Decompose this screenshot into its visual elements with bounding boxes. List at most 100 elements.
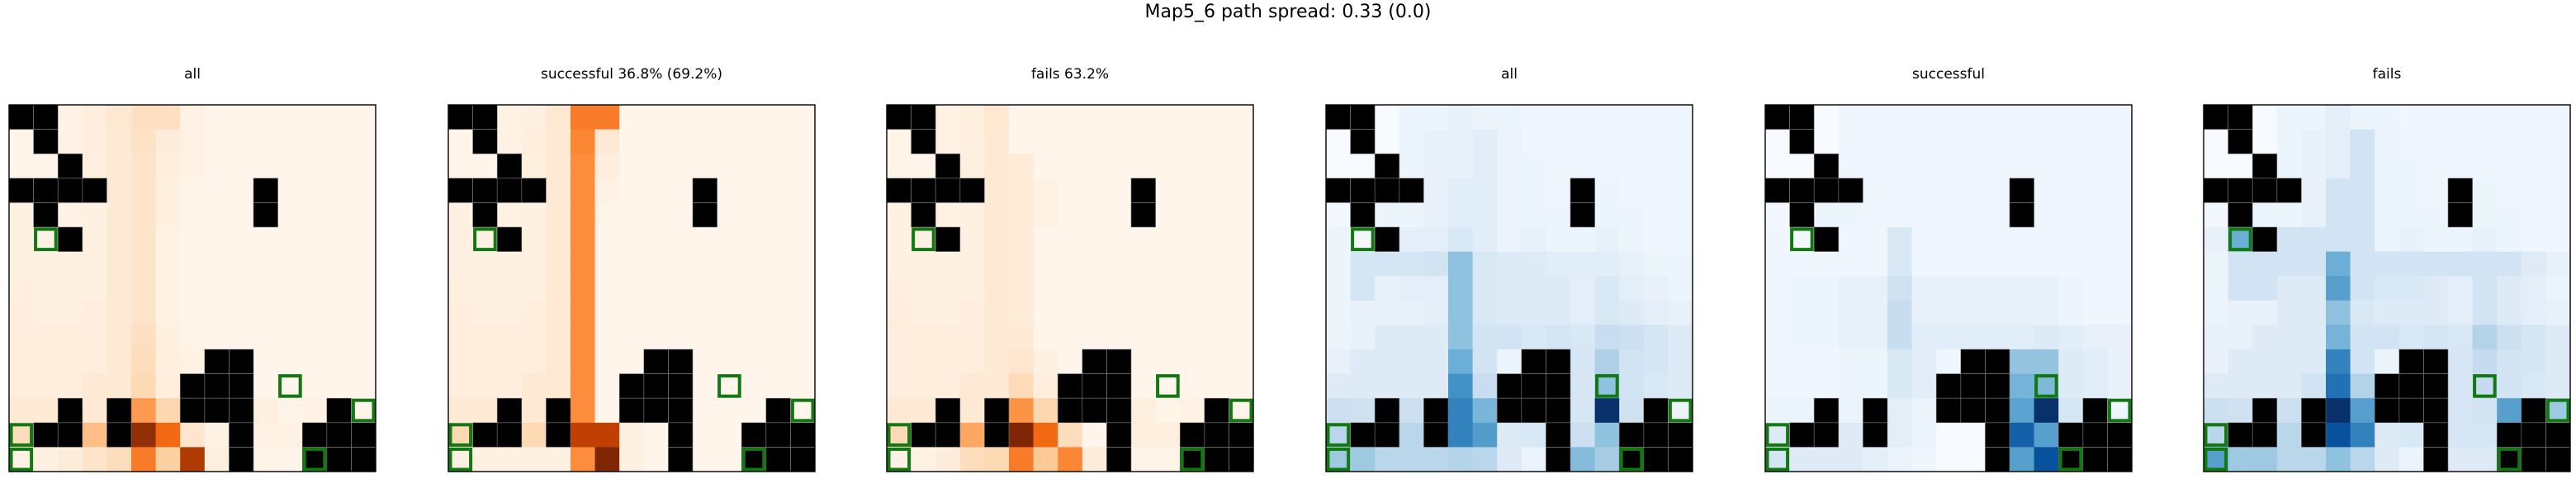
wall-cell-edge: [2252, 422, 2278, 448]
heatmap-cell: [1765, 325, 1790, 350]
heatmap-cell: [959, 349, 985, 374]
heatmap-cell: [1497, 178, 1522, 203]
heatmap-cell: [2497, 276, 2522, 301]
heatmap-cell: [277, 178, 303, 203]
heatmap-cell: [1204, 276, 1229, 301]
heatmap-cell: [2521, 276, 2546, 301]
heatmap-cell: [1448, 398, 1473, 424]
heatmap-cell: [1863, 349, 1888, 374]
heatmap-cell: [1911, 398, 1937, 424]
heatmap-cell: [1838, 422, 1863, 448]
heatmap-cell: [1399, 325, 1424, 350]
heatmap-cell: [1472, 373, 1498, 399]
heatmap-cell: [2252, 325, 2278, 350]
heatmap-cell: [1082, 447, 1107, 472]
wall-cell: [448, 178, 473, 203]
heatmap-cell: [571, 325, 595, 350]
heatmap-cell: [1594, 202, 1620, 228]
wall-cell: [2521, 447, 2546, 472]
wall-cell-edge: [1350, 202, 1376, 228]
heatmap-cell: [765, 373, 791, 399]
heatmap-cell: [253, 154, 278, 179]
heatmap-cell: [2034, 276, 2059, 301]
heatmap-cell: [1009, 154, 1034, 179]
heatmap-cell: [1448, 105, 1473, 130]
goal-marker: [912, 227, 935, 252]
heatmap-cell: [1204, 373, 1229, 399]
wall-cell: [2252, 154, 2278, 179]
heatmap-cell: [2521, 178, 2546, 203]
wall-cell: [180, 373, 206, 399]
heatmap-cell: [1814, 105, 1840, 130]
goal-marker: [2034, 374, 2058, 398]
heatmap-cell: [521, 422, 547, 448]
heatmap-cell: [302, 154, 328, 179]
heatmap-cell: [765, 276, 791, 301]
heatmap-cell: [619, 227, 645, 252]
heatmap-cell: [1058, 129, 1083, 154]
heatmap-cell: [9, 276, 34, 301]
heatmap-cell: [1472, 398, 1498, 424]
heatmap-cell: [1814, 373, 1840, 399]
heatmap-cell: [204, 154, 230, 179]
heatmap-cell: [131, 373, 156, 399]
wall-cell: [2228, 105, 2253, 130]
heatmap-cell: [1472, 447, 1498, 472]
heatmap-cell: [302, 325, 328, 350]
heatmap-cell: [1936, 129, 1962, 154]
heatmap-cell: [2010, 276, 2034, 301]
wall-cell: [2301, 398, 2327, 424]
heatmap-cell: [277, 202, 303, 228]
heatmap-cell: [351, 154, 376, 179]
heatmap-cell: [571, 422, 595, 448]
heatmap-cell: [1058, 251, 1083, 277]
heatmap-cell: [1058, 349, 1083, 374]
heatmap-cell: [2326, 251, 2351, 277]
heatmap-cell: [1375, 105, 1400, 130]
heatmap-cell: [717, 227, 742, 252]
heatmap-cell: [229, 276, 254, 301]
heatmap-cell: [131, 154, 156, 179]
goal-marker: [448, 447, 473, 472]
heatmap-cell: [1180, 300, 1205, 325]
heatmap-cell: [326, 276, 352, 301]
heatmap-cell: [2472, 251, 2498, 277]
axes-frame: [447, 104, 816, 472]
heatmap-cell: [1838, 251, 1863, 277]
heatmap-cell: [1814, 251, 1840, 277]
heatmap-cell: [1472, 276, 1498, 301]
heatmap-cell: [1960, 300, 1986, 325]
heatmap-cell: [1448, 251, 1473, 277]
heatmap-cell: [1350, 251, 1376, 277]
heatmap-cell: [1448, 422, 1473, 448]
heatmap-cell: [302, 373, 328, 399]
heatmap-cell: [302, 349, 328, 374]
heatmap-cell: [131, 447, 156, 472]
heatmap-cell: [58, 129, 83, 154]
heatmap-cell: [302, 105, 328, 130]
goal-marker: [1790, 227, 1814, 252]
heatmap-cell: [448, 447, 473, 472]
wall-cell: [1985, 349, 2010, 374]
wall-cell: [1985, 447, 2010, 472]
heatmap-cell: [643, 300, 669, 325]
heatmap-cell: [571, 398, 595, 424]
heatmap-cell: [571, 349, 595, 374]
heatmap-cell: [2521, 129, 2546, 154]
heatmap-cell: [1789, 154, 1815, 179]
wall-cell: [1521, 349, 1546, 374]
heatmap-cell: [1106, 300, 1132, 325]
heatmap-cell: [1082, 178, 1107, 203]
heatmap-cell: [9, 202, 34, 228]
heatmap-cell: [619, 349, 645, 374]
heatmap-cell: [643, 325, 669, 350]
wall-cell: [521, 178, 547, 203]
heatmap-cell: [1448, 447, 1473, 472]
wall-cell: [887, 178, 912, 203]
heatmap-cell: [2472, 178, 2498, 203]
heatmap-cell: [790, 373, 816, 399]
heatmap-cell: [472, 276, 498, 301]
wall-cell: [1521, 373, 1546, 399]
heatmap-cell: [1887, 129, 1912, 154]
heatmap-cell: [2350, 398, 2375, 424]
